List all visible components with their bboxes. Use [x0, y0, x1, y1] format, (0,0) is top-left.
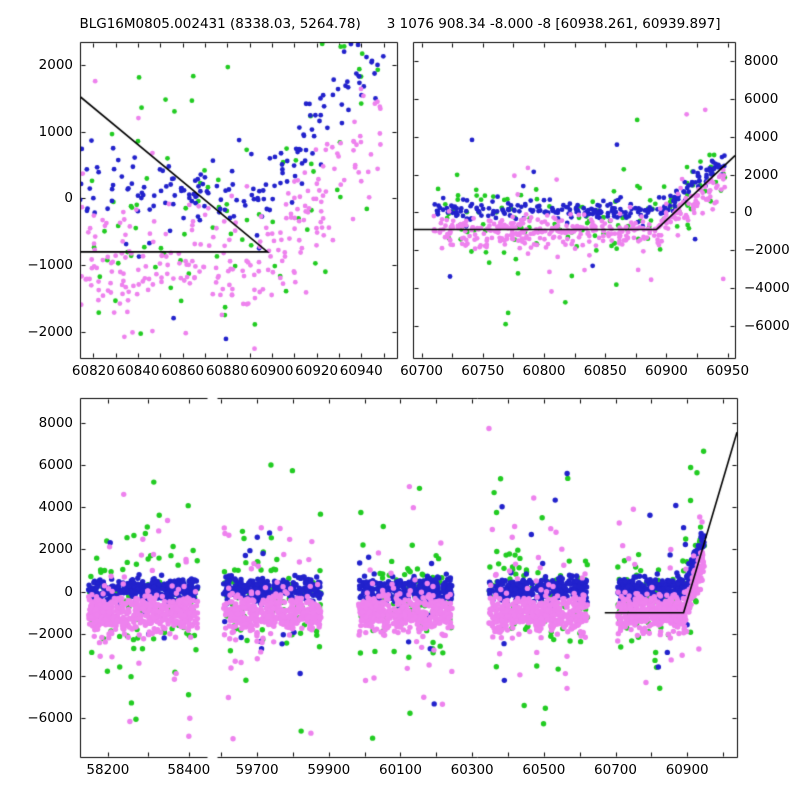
- x-tick-label: 60900: [250, 363, 294, 379]
- y-tick-label: −1000: [27, 257, 73, 274]
- y-tick-label: 0: [64, 190, 73, 207]
- x-tick-label: 59900: [307, 762, 351, 778]
- y-tick-label: −6000: [744, 318, 790, 334]
- x-tick-label: 59700: [235, 762, 279, 778]
- x-tick-label: 58200: [86, 762, 130, 778]
- x-tick-label: 60940: [339, 363, 383, 379]
- x-tick-label: 60950: [706, 363, 750, 379]
- y-tick-label: 4000: [38, 499, 73, 516]
- x-tick-label: 60100: [379, 762, 422, 778]
- x-tick-label: 60700: [400, 363, 444, 379]
- x-tick-label: 60850: [583, 363, 627, 379]
- x-tick-label: 60820: [71, 363, 115, 379]
- x-tick-label: 60500: [522, 762, 566, 778]
- x-tick-label: 60840: [116, 363, 160, 379]
- y-tick-label: −2000: [27, 323, 73, 340]
- y-tick-label: 1000: [38, 123, 73, 140]
- y-tick-label: 8000: [38, 415, 73, 432]
- x-tick-label: 60900: [644, 363, 688, 379]
- y-tick-label: −4000: [27, 667, 73, 684]
- y-tick-label: 2000: [38, 57, 73, 74]
- figure-title-right: 3 1076 908.34 -8.000 -8 [60938.261, 6093…: [386, 16, 721, 32]
- y-tick-label: 2000: [744, 166, 779, 183]
- figure-title-left: BLG16M0805.002431 (8338.03, 5264.78): [79, 16, 361, 32]
- y-tick-label: 8000: [744, 52, 779, 69]
- x-tick-label: 60880: [205, 363, 249, 379]
- y-tick-label: −2000: [27, 625, 73, 642]
- x-tick-label: 60800: [522, 363, 566, 379]
- y-tick-label: 6000: [744, 90, 779, 107]
- y-tick-label: 0: [64, 583, 73, 600]
- x-tick-label: 60900: [665, 762, 709, 778]
- y-tick-label: 2000: [38, 541, 73, 558]
- figure-title: BLG16M0805.002431 (8338.03, 5264.78) 3 1…: [0, 16, 800, 32]
- y-tick-label: −6000: [27, 710, 73, 727]
- x-tick-label: 58400: [167, 762, 211, 778]
- x-tick-label: 60750: [461, 363, 505, 379]
- y-tick-label: 4000: [744, 128, 779, 145]
- x-tick-label: 60700: [594, 762, 637, 778]
- x-tick-label: 60920: [295, 363, 339, 379]
- x-tick-label: 60300: [450, 762, 494, 778]
- y-tick-label: 6000: [38, 457, 73, 474]
- y-tick-label: −2000: [744, 242, 790, 259]
- y-tick-label: −4000: [744, 280, 790, 297]
- x-tick-label: 60860: [161, 363, 205, 379]
- y-tick-label: 0: [744, 204, 753, 221]
